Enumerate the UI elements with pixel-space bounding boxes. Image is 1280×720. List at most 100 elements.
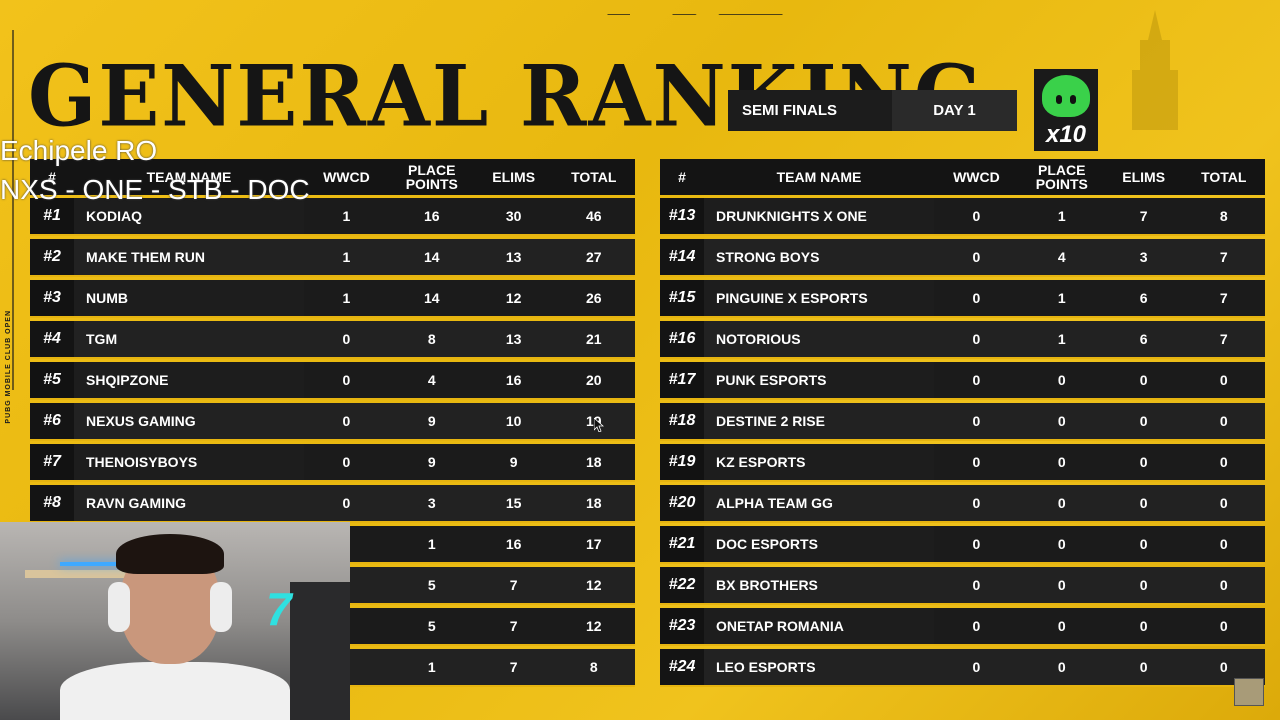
mascot-eye xyxy=(1056,95,1062,104)
total-cell: 0 xyxy=(1182,608,1265,646)
place-points-cell: 0 xyxy=(1018,362,1105,400)
total-cell: 0 xyxy=(1182,567,1265,605)
wwcd-cell: 0 xyxy=(934,321,1019,359)
team-name-cell: KZ ESPORTS xyxy=(704,444,934,482)
overlay-line-2: NXS - ONE - STB - DOC xyxy=(0,174,310,205)
mascot-eye xyxy=(1070,95,1076,104)
elims-cell: 0 xyxy=(1104,444,1183,482)
place-points-cell: 1 xyxy=(388,526,475,564)
team-name-cell: BX BROTHERS xyxy=(704,567,934,605)
table-row: #24 LEO ESPORTS 0 0 0 0 xyxy=(660,649,1265,687)
top-decor-line xyxy=(607,14,783,15)
tower-silhouette xyxy=(1132,10,1178,130)
elims-cell: 0 xyxy=(1104,485,1183,523)
rank-cell: #23 xyxy=(660,608,704,646)
team-name-cell: STRONG BOYS xyxy=(704,239,934,277)
total-cell: 0 xyxy=(1182,485,1265,523)
team-name-cell: LEO ESPORTS xyxy=(704,649,934,687)
team-name-cell: KODIAQ xyxy=(74,198,304,236)
elims-cell: 7 xyxy=(474,608,553,646)
sponsor-multiplier: x10 xyxy=(1045,121,1087,148)
rank-cell: #4 xyxy=(30,321,74,359)
rank-cell: #3 xyxy=(30,280,74,318)
team-name-cell: NEXUS GAMING xyxy=(74,403,304,441)
total-cell: 0 xyxy=(1182,403,1265,441)
shelf xyxy=(25,570,135,578)
table-row: #2 MAKE THEM RUN 1 14 13 27 xyxy=(30,239,635,277)
wwcd-cell: 1 xyxy=(304,198,389,236)
total-cell: 0 xyxy=(1182,444,1265,482)
team-name-cell: TGM xyxy=(74,321,304,359)
elims-cell: 9 xyxy=(474,444,553,482)
mouse-pointer-icon xyxy=(594,418,604,432)
total-cell: 7 xyxy=(1182,321,1265,359)
rank-cell: #8 xyxy=(30,485,74,523)
rank-cell: #6 xyxy=(30,403,74,441)
team-name-cell: SHQIPZONE xyxy=(74,362,304,400)
overlay-line-1: Echipele RO xyxy=(0,135,158,166)
rank-cell: #19 xyxy=(660,444,704,482)
team-name-cell: PINGUINE X ESPORTS xyxy=(704,280,934,318)
sponsor-logo: x10 xyxy=(1034,69,1098,151)
rank-cell: #13 xyxy=(660,198,704,236)
rank-cell: #17 xyxy=(660,362,704,400)
place-points-cell: 0 xyxy=(1018,485,1105,523)
rank-cell: #5 xyxy=(30,362,74,400)
rank-cell: #14 xyxy=(660,239,704,277)
place-points-cell: 0 xyxy=(1018,567,1105,605)
place-points-cell: 1 xyxy=(1018,321,1105,359)
place-points-cell: 4 xyxy=(1018,239,1105,277)
wwcd-cell: 0 xyxy=(934,649,1019,687)
rank-cell: #15 xyxy=(660,280,704,318)
stage-badge: SEMI FINALS DAY 1 xyxy=(728,90,1017,131)
headset-right-icon xyxy=(210,582,232,632)
table-row: #20 ALPHA TEAM GG 0 0 0 0 xyxy=(660,485,1265,523)
place-points-cell: 14 xyxy=(388,239,475,277)
table-row: #5 SHQIPZONE 0 4 16 20 xyxy=(30,362,635,400)
total-cell: 0 xyxy=(1182,526,1265,564)
wall-logo: 7 xyxy=(266,583,292,635)
table-header-row: # TEAM NAME WWCD PLACE POINTS ELIMS TOTA… xyxy=(660,159,1265,195)
table-row: #7 THENOISYBOYS 0 9 9 18 xyxy=(30,444,635,482)
rank-cell: #21 xyxy=(660,526,704,564)
wwcd-cell: 0 xyxy=(304,403,389,441)
wwcd-cell: 0 xyxy=(934,403,1019,441)
wwcd-cell: 0 xyxy=(304,321,389,359)
rank-cell: #1 xyxy=(30,198,74,236)
corner-thumbnail xyxy=(1234,678,1264,706)
table-row: #18 DESTINE 2 RISE 0 0 0 0 xyxy=(660,403,1265,441)
elims-cell: 0 xyxy=(1104,567,1183,605)
col-team: TEAM NAME xyxy=(74,159,304,195)
place-points-cell: 0 xyxy=(1018,649,1105,687)
ranking-table-right: # TEAM NAME WWCD PLACE POINTS ELIMS TOTA… xyxy=(660,156,1265,690)
total-cell: 0 xyxy=(1182,362,1265,400)
wwcd-cell: 0 xyxy=(304,485,389,523)
wwcd-cell: 0 xyxy=(934,444,1019,482)
total-cell: 17 xyxy=(552,526,635,564)
stage-label: SEMI FINALS xyxy=(728,90,892,131)
place-points-cell: 1 xyxy=(1018,198,1105,236)
wwcd-cell: 0 xyxy=(934,608,1019,646)
elims-cell: 10 xyxy=(474,403,553,441)
place-points-cell: 9 xyxy=(388,403,475,441)
wwcd-cell: 0 xyxy=(934,485,1019,523)
table-row: #17 PUNK ESPORTS 0 0 0 0 xyxy=(660,362,1265,400)
elims-cell: 6 xyxy=(1104,321,1183,359)
total-cell: 26 xyxy=(552,280,635,318)
wwcd-cell: 0 xyxy=(934,567,1019,605)
team-name-cell: DRUNKNIGHTS X ONE xyxy=(704,198,934,236)
elims-cell: 0 xyxy=(1104,608,1183,646)
place-points-cell: 5 xyxy=(388,608,475,646)
table-row: #4 TGM 0 8 13 21 xyxy=(30,321,635,359)
team-name-cell: MAKE THEM RUN xyxy=(74,239,304,277)
team-name-cell: PUNK ESPORTS xyxy=(704,362,934,400)
col-elims: ELIMS xyxy=(1104,159,1183,195)
total-cell: 12 xyxy=(552,567,635,605)
place-points-cell: 8 xyxy=(388,321,475,359)
table-header-row: # TEAM NAME WWCD PLACE POINTS ELIMS TOTA… xyxy=(30,159,635,195)
place-points-cell: 16 xyxy=(388,198,475,236)
rank-cell: #2 xyxy=(30,239,74,277)
wwcd-cell: 0 xyxy=(304,362,389,400)
elims-cell: 7 xyxy=(1104,198,1183,236)
place-points-cell: 9 xyxy=(388,444,475,482)
